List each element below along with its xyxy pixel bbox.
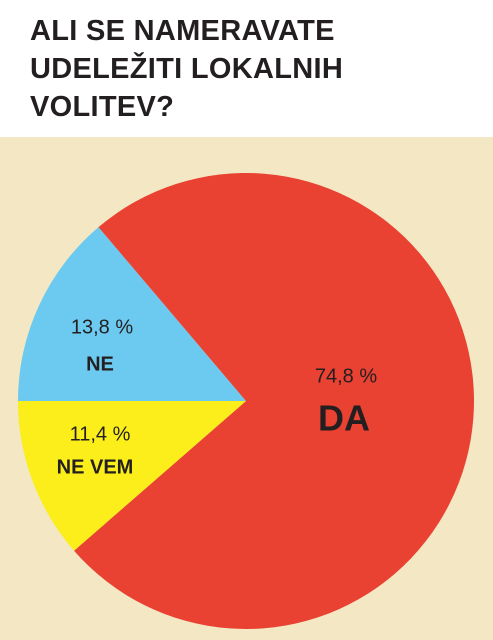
chart-title: ALI SE NAMERAVATE UDELEŽITI LOKALNIH VOL… (30, 15, 344, 123)
value-label: 74,8 % (315, 365, 377, 387)
pie-slice (18, 227, 246, 401)
category-label: DA (318, 398, 370, 439)
pie-slice (74, 172, 474, 629)
value-label: 11,4 % (70, 423, 131, 445)
category-label: NE VEM (57, 456, 134, 478)
pie-slice (17, 401, 246, 551)
header: ALI SE NAMERAVATE UDELEŽITI LOKALNIH VOL… (0, 0, 493, 137)
value-label: 13,8 % (71, 316, 133, 338)
category-label: NE (86, 353, 114, 375)
